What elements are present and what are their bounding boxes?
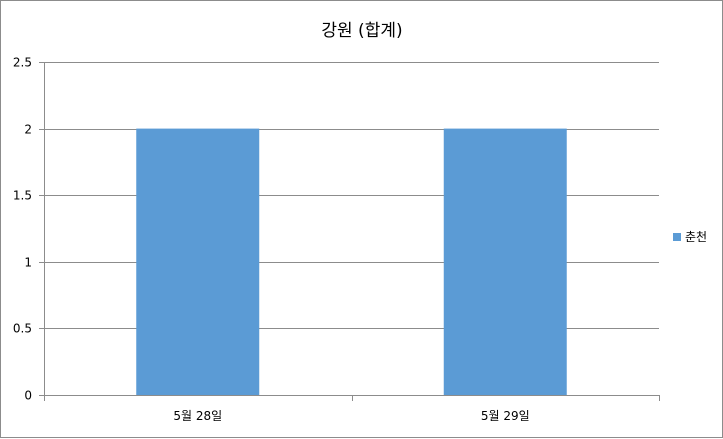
y-tick-label: 1 xyxy=(24,256,32,270)
axes xyxy=(44,62,660,401)
x-tick-label: 5월 29일 xyxy=(481,409,530,423)
y-tick-label: 2.5 xyxy=(13,56,32,70)
legend-label: 춘천 xyxy=(685,229,707,244)
y-axis-tick-labels: 0 0.5 1 1.5 2 2.5 xyxy=(13,56,32,403)
bar-1 xyxy=(136,128,260,395)
y-tick-label: 1.5 xyxy=(13,189,32,203)
y-tick-label: 2 xyxy=(24,123,32,137)
y-tick-label: 0 xyxy=(24,389,32,403)
x-tick-label: 5월 28일 xyxy=(173,409,222,423)
chart-title: 강원 (합계) xyxy=(321,21,402,41)
bars xyxy=(136,128,567,395)
legend: 춘천 xyxy=(673,229,707,244)
bar-2 xyxy=(443,128,567,395)
y-tick-label: 0.5 xyxy=(13,322,32,336)
x-axis-tick-labels: 5월 28일 5월 29일 xyxy=(173,409,529,423)
legend-swatch xyxy=(673,233,681,241)
